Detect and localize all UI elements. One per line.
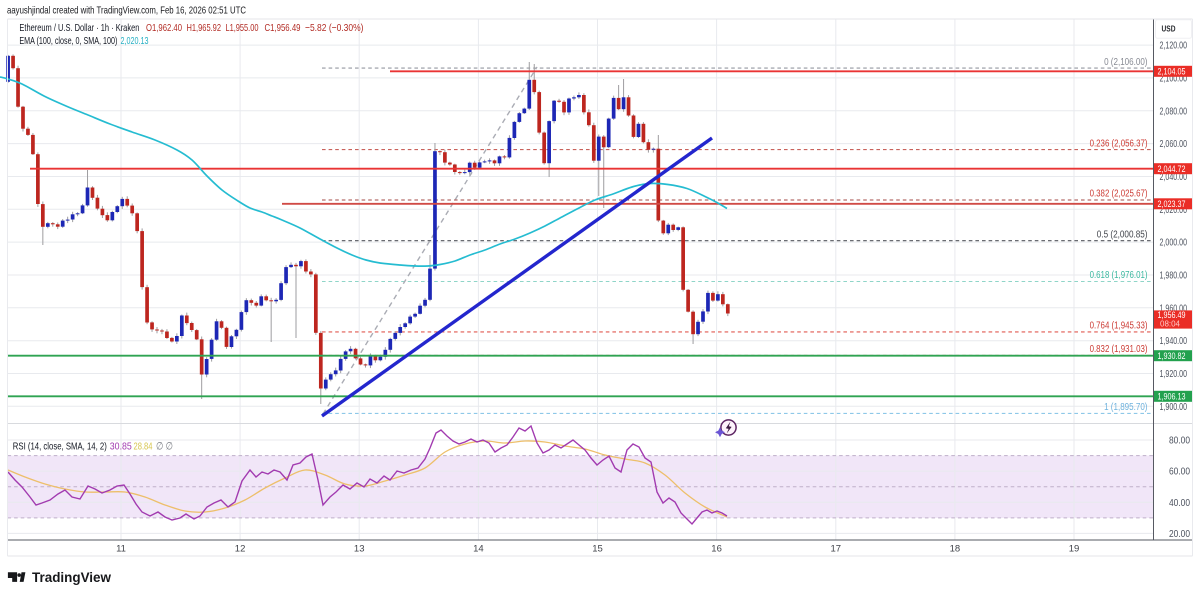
svg-text:TradingView: TradingView — [32, 570, 111, 585]
svg-text:2,020.13: 2,020.13 — [121, 35, 149, 47]
svg-text:EMA (100, close, 0, SMA, 100): EMA (100, close, 0, SMA, 100) — [19, 35, 117, 47]
svg-text:0.5 (2,000.85): 0.5 (2,000.85) — [1097, 229, 1148, 240]
svg-text:18: 18 — [950, 544, 961, 555]
svg-text:USD: USD — [1162, 24, 1176, 34]
svg-text:28.84: 28.84 — [134, 441, 153, 453]
svg-text:∅ ∅: ∅ ∅ — [156, 441, 173, 453]
svg-text:−5.82 (−0.30%): −5.82 (−0.30%) — [305, 22, 364, 34]
svg-text:17: 17 — [831, 544, 842, 555]
svg-text:2,020.00: 2,020.00 — [1160, 205, 1188, 216]
svg-text:30.85: 30.85 — [110, 441, 132, 453]
svg-text:16: 16 — [711, 544, 722, 555]
svg-text:2,060.00: 2,060.00 — [1160, 139, 1188, 150]
svg-text:H1,965.92: H1,965.92 — [187, 22, 222, 34]
svg-text:1,930.82: 1,930.82 — [1158, 351, 1186, 362]
svg-text:0.832 (1,931.03): 0.832 (1,931.03) — [1090, 344, 1148, 355]
svg-text:2,104.05: 2,104.05 — [1158, 67, 1186, 78]
svg-text:1,980.00: 1,980.00 — [1160, 271, 1188, 282]
svg-text:2,040.00: 2,040.00 — [1160, 172, 1188, 183]
svg-text:08:04: 08:04 — [1160, 319, 1180, 329]
svg-text:11: 11 — [116, 544, 126, 555]
svg-text:15: 15 — [592, 544, 603, 555]
svg-text:0.618 (1,976.01): 0.618 (1,976.01) — [1090, 270, 1148, 281]
svg-text:2,023.37: 2,023.37 — [1158, 199, 1186, 210]
svg-text:0.236 (2,056.37): 0.236 (2,056.37) — [1090, 138, 1148, 149]
svg-text:1 (1,895.70): 1 (1,895.70) — [1104, 402, 1147, 413]
svg-text:RSI (14, close, SMA, 14, 2): RSI (14, close, SMA, 14, 2) — [13, 441, 107, 453]
svg-text:19: 19 — [1069, 544, 1080, 555]
svg-text:12: 12 — [235, 544, 246, 555]
svg-text:0.764 (1,945.33): 0.764 (1,945.33) — [1090, 321, 1148, 332]
svg-text:0 (2,106.00): 0 (2,106.00) — [1104, 57, 1147, 68]
svg-text:20.00: 20.00 — [1169, 529, 1190, 540]
svg-text:1,940.00: 1,940.00 — [1160, 336, 1188, 347]
svg-text:14: 14 — [473, 544, 484, 555]
svg-text:1,956.49: 1,956.49 — [1158, 310, 1186, 321]
svg-text:1,960.00: 1,960.00 — [1160, 303, 1188, 314]
svg-text:C1,956.49: C1,956.49 — [265, 22, 301, 34]
svg-text:2,120.00: 2,120.00 — [1160, 41, 1188, 52]
svg-text:1,920.00: 1,920.00 — [1160, 369, 1188, 380]
svg-text:aayushjindal created with Trad: aayushjindal created with TradingView.co… — [7, 5, 246, 17]
svg-text:40.00: 40.00 — [1169, 498, 1190, 509]
svg-text:2,044.72: 2,044.72 — [1158, 164, 1186, 175]
svg-text:2,100.00: 2,100.00 — [1160, 73, 1188, 84]
svg-text:2,000.00: 2,000.00 — [1160, 238, 1188, 249]
svg-text:13: 13 — [354, 544, 365, 555]
svg-text:Ethereum / U.S. Dollar · 1h ·: Ethereum / U.S. Dollar · 1h · Kraken — [19, 22, 139, 34]
svg-text:L1,955.00: L1,955.00 — [226, 22, 259, 34]
svg-text:2,080.00: 2,080.00 — [1160, 106, 1188, 117]
svg-text:O1,962.40: O1,962.40 — [146, 22, 182, 34]
svg-text:80.00: 80.00 — [1169, 436, 1190, 447]
svg-text:60.00: 60.00 — [1169, 467, 1190, 478]
svg-text:0.382 (2,025.67): 0.382 (2,025.67) — [1090, 189, 1148, 200]
svg-text:1,906.13: 1,906.13 — [1158, 392, 1186, 403]
svg-text:1,900.00: 1,900.00 — [1160, 402, 1188, 413]
